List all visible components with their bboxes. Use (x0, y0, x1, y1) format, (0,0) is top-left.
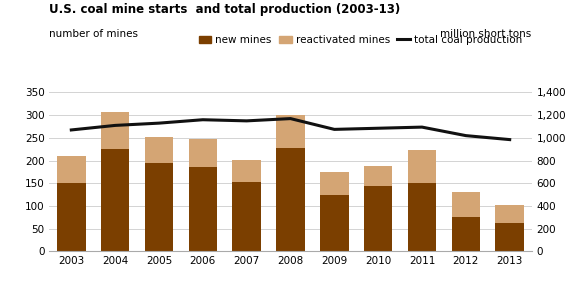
Text: million short tons: million short tons (440, 29, 532, 39)
Bar (364, 166, 392, 186)
Bar (189, 139, 217, 167)
Bar (276, 115, 305, 148)
Bar (57, 183, 85, 251)
Bar (232, 160, 261, 182)
Bar (101, 112, 130, 149)
Bar (145, 136, 173, 163)
Bar (320, 195, 349, 251)
Bar (496, 205, 524, 223)
Bar (145, 163, 173, 251)
Bar (189, 167, 217, 251)
Text: number of mines: number of mines (49, 29, 138, 39)
Bar (408, 150, 436, 183)
Bar (276, 148, 305, 251)
Bar (451, 192, 480, 217)
Bar (451, 217, 480, 251)
Bar (364, 186, 392, 251)
Bar (232, 182, 261, 251)
Text: U.S. coal mine starts  and total production (2003-13): U.S. coal mine starts and total producti… (49, 3, 401, 16)
Bar (408, 183, 436, 251)
Legend: new mines, reactivated mines, total coal production: new mines, reactivated mines, total coal… (195, 31, 526, 49)
Bar (57, 156, 85, 183)
Bar (101, 149, 130, 251)
Bar (496, 223, 524, 251)
Bar (320, 172, 349, 195)
